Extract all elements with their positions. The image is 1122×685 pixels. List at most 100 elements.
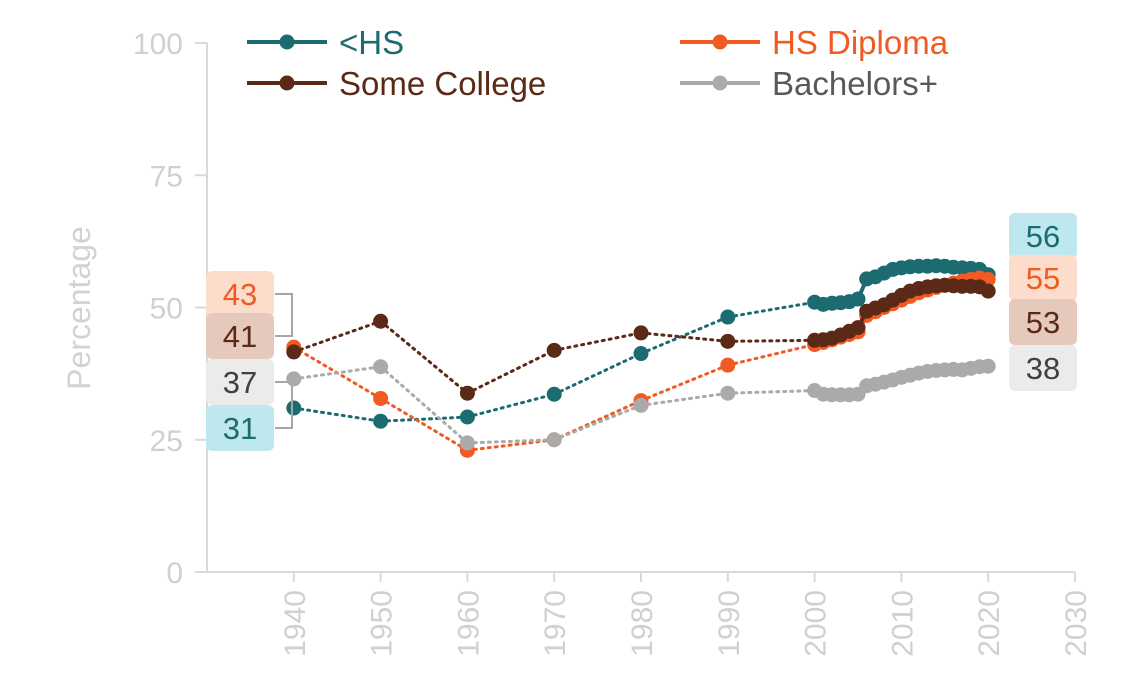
x-tick-label: 1970 (539, 590, 572, 657)
series-dotted-segment (726, 300, 817, 319)
value-label-text: 38 (1026, 351, 1060, 386)
x-tick-label: 1940 (279, 590, 312, 657)
data-point (286, 344, 302, 360)
y-tick-label: 25 (150, 425, 183, 458)
series-dotted-segment (639, 315, 730, 356)
start-label-2: 41 (206, 313, 274, 359)
series-dotted-segment (292, 319, 383, 354)
data-point (373, 313, 389, 329)
data-point (286, 371, 302, 387)
series-dotted-segment (379, 396, 469, 452)
y-tick-label: 100 (133, 28, 183, 61)
y-tick-label: 0 (166, 557, 183, 590)
legend-label: Bachelors+ (772, 65, 938, 102)
data-point (633, 397, 649, 413)
x-tick-label: 2000 (800, 590, 833, 657)
legend-item-1: HS Diploma (680, 24, 949, 61)
value-label-text: 37 (223, 365, 257, 400)
legend-marker (279, 34, 295, 50)
x-tick-label: 2010 (886, 590, 919, 657)
legend-marker (712, 75, 728, 91)
series-dotted-segment (552, 403, 643, 442)
value-label-box (1009, 255, 1077, 301)
series-dotted-segment (552, 352, 643, 396)
value-label-text: 53 (1026, 305, 1060, 340)
value-label-box (206, 271, 274, 317)
data-point (720, 333, 736, 349)
data-point (546, 386, 562, 402)
legend-item-2: Some College (247, 65, 546, 102)
axes: 0 25 50 75 100 1940 1950 1960 1970 1980 1990 2000 20… (133, 28, 1093, 657)
series-dotted-segment (292, 406, 383, 423)
start-label-0: 31 (206, 405, 274, 451)
series-dotted-segment (379, 415, 469, 423)
value-label-box (206, 359, 274, 405)
series-dotted-segment (639, 391, 730, 407)
legend-label: Some College (339, 65, 546, 102)
data-point (980, 283, 996, 299)
x-tick-label: 2030 (1060, 590, 1093, 657)
series-dotted-segment (639, 331, 730, 343)
x-tick-label: 1950 (366, 590, 399, 657)
legend: <HS HS Diploma Some College Bachelors+ (247, 24, 949, 102)
legend-label: <HS (339, 24, 404, 61)
legend-item-0: <HS (247, 24, 404, 61)
value-label-text: 31 (223, 411, 257, 446)
data-point (373, 413, 389, 429)
series-dotted-segment (465, 392, 556, 419)
data-point (546, 432, 562, 448)
series-dotted-segment (465, 348, 556, 395)
data-point (546, 342, 562, 358)
value-label-box (206, 313, 274, 359)
x-tick-label: 1990 (713, 590, 746, 657)
legend-marker (712, 34, 728, 50)
data-point (720, 385, 736, 401)
value-label-text: 55 (1026, 261, 1060, 296)
series-dotted-segment (379, 319, 469, 395)
x-tick-label: 1960 (452, 590, 485, 657)
data-point (633, 346, 649, 362)
end-label-1: 55 (1009, 255, 1077, 301)
data-point (373, 390, 389, 406)
value-label-box (1009, 213, 1077, 259)
value-label-text: 41 (223, 319, 257, 354)
series-dotted-segment (726, 389, 817, 395)
start-label-3: 37 (206, 359, 274, 405)
series-dotted-segment (465, 438, 556, 445)
end-label-3: 38 (1009, 345, 1077, 391)
series-2 (286, 277, 996, 401)
series-dotted-segment (379, 365, 469, 445)
data-point (720, 309, 736, 325)
series-0 (286, 258, 996, 429)
data-point (286, 400, 302, 416)
legend-item-3: Bachelors+ (680, 65, 938, 102)
series-dotted-segment (726, 338, 817, 343)
end-label-2: 53 (1009, 299, 1077, 345)
value-label-box (1009, 345, 1077, 391)
series-dotted-segment (639, 363, 730, 403)
end-label-0: 56 (1009, 213, 1077, 259)
start-label-bracket (275, 293, 293, 429)
legend-marker (279, 75, 295, 91)
series-dotted-segment (292, 365, 383, 381)
data-point (459, 435, 475, 451)
value-label-text: 43 (223, 277, 257, 312)
x-tick-label: 1980 (626, 590, 659, 657)
y-tick-label: 50 (150, 293, 183, 326)
start-label-1: 43 (206, 271, 274, 317)
data-point (633, 325, 649, 341)
value-label-box (1009, 299, 1077, 345)
data-point (459, 409, 475, 425)
value-label-box (206, 405, 274, 451)
data-point (720, 357, 736, 373)
y-tick-label: 75 (150, 160, 183, 193)
y-axis-label: Percentage (61, 226, 97, 390)
data-point (459, 385, 475, 401)
value-label-text: 56 (1026, 219, 1060, 254)
x-tick-label: 2020 (973, 590, 1006, 657)
series-layer (286, 258, 996, 458)
series-dotted-segment (726, 343, 817, 367)
legend-label: HS Diploma (772, 24, 949, 61)
end-labels-layer: 43 41 37 31 56 55 53 38 (206, 213, 1077, 451)
